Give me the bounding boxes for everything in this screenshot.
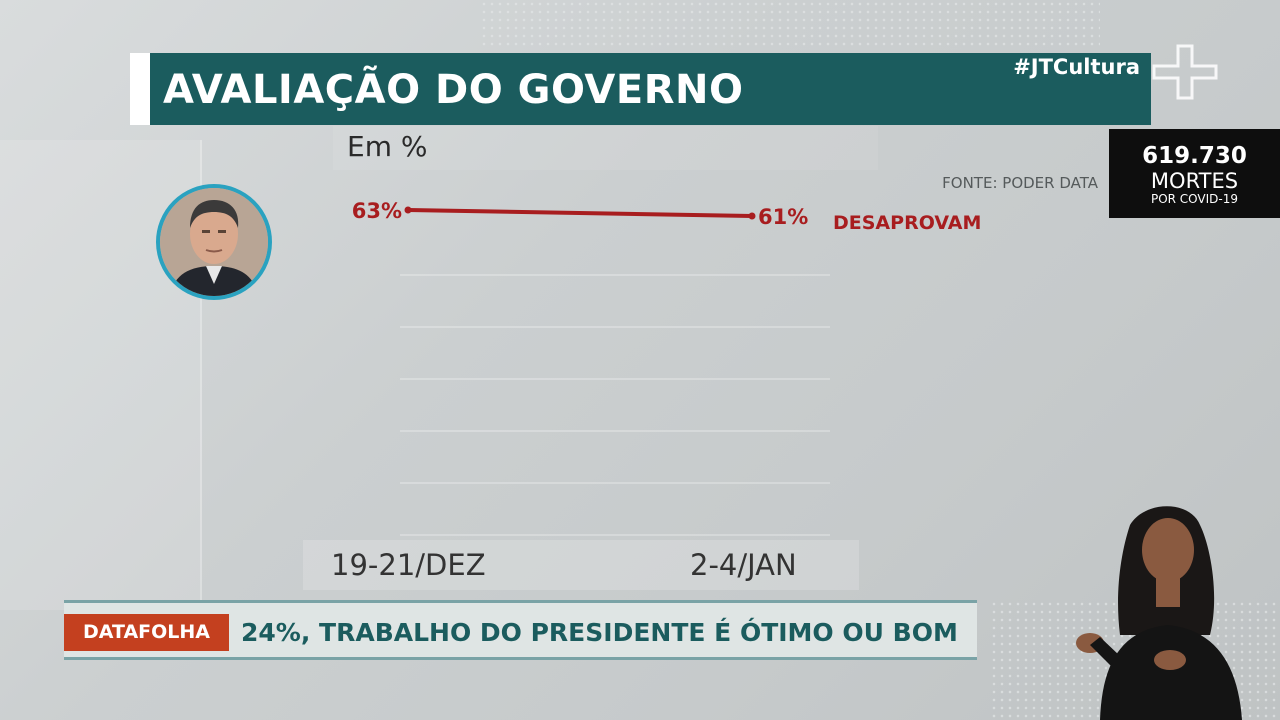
chart-subtitle: Em % — [347, 130, 428, 163]
subtitle-box — [333, 126, 878, 170]
data-label: 63% — [352, 199, 402, 223]
death-count: 619.730 — [1142, 143, 1247, 169]
data-label: 61% — [758, 205, 808, 229]
page-title: AVALIAÇÃO DO GOVERNO — [163, 67, 744, 113]
tv-cultura-logo-icon — [1152, 44, 1218, 100]
background-dot-pattern — [480, 0, 1100, 50]
president-avatar — [156, 184, 272, 300]
series-line — [406, 208, 754, 218]
covid-death-counter: 619.730 MORTES POR COVID-19 — [1109, 129, 1280, 218]
data-point — [748, 212, 756, 220]
ticker-tag: DATAFOLHA — [64, 614, 229, 651]
death-label: MORTES — [1150, 169, 1239, 193]
chart-source: FONTE: PODER DATA — [942, 174, 1098, 192]
title-bar — [130, 53, 1151, 125]
data-point — [404, 206, 412, 214]
x-tick-label: 19-21/DEZ — [331, 548, 486, 582]
sign-language-interpreter-image — [1076, 506, 1242, 720]
x-axis-label-box — [303, 540, 859, 590]
channel-hashtag: #JTCultura — [1013, 55, 1140, 79]
series-name-label: DESAPROVAM — [833, 212, 981, 234]
ticker-headline: 24%, TRABALHO DO PRESIDENTE É ÓTIMO OU B… — [241, 618, 958, 647]
person-portrait-icon — [160, 188, 268, 296]
x-tick-label: 2-4/JAN — [690, 548, 797, 582]
death-sublabel: POR COVID-19 — [1150, 192, 1239, 206]
